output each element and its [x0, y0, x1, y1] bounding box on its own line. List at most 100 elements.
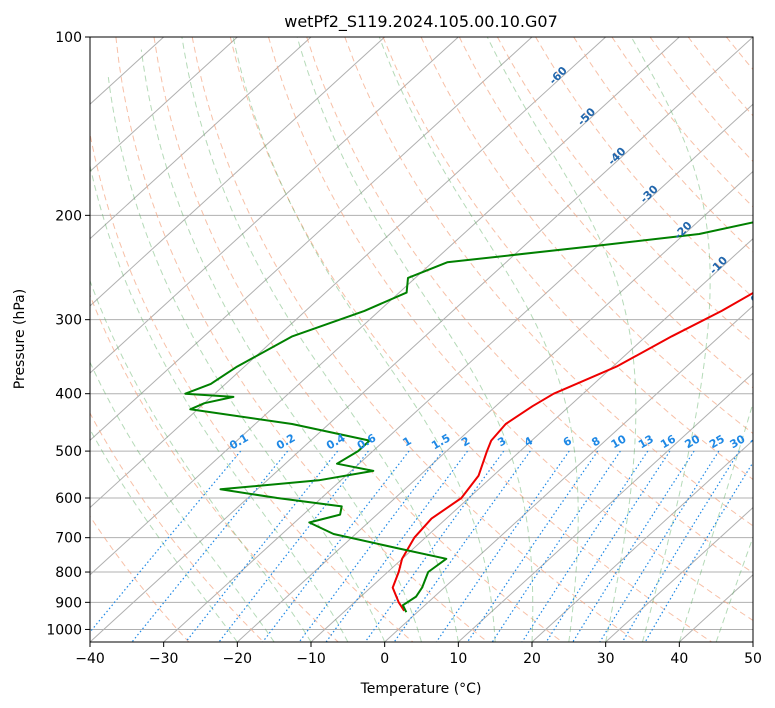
- isotherm-line: [90, 37, 312, 240]
- x-tick-label: 40: [670, 651, 688, 667]
- mixing-ratio-line: [218, 450, 369, 642]
- mixing-ratio-line: [491, 450, 621, 642]
- mixing-ratio-line: [435, 450, 570, 642]
- isotherm-line: [236, 170, 753, 642]
- y-tick-label: 900: [55, 595, 82, 611]
- moist-adiabat-line: [140, 49, 422, 642]
- x-tick-label: 30: [597, 651, 615, 667]
- dry-adiabat-line: [458, 37, 753, 389]
- dry-adiabat-line: [229, 37, 712, 642]
- mixing-ratio-line: [545, 450, 671, 642]
- isotherm-line: [752, 641, 753, 642]
- mixing-ratio-label: 36: [748, 432, 768, 451]
- mixing-ratio-line: [644, 461, 753, 642]
- x-tick-label: 50: [744, 651, 762, 667]
- dry-adiabat-line: [344, 37, 753, 527]
- mixing-ratio-label: 25: [707, 432, 727, 451]
- isotherm-line: [90, 37, 459, 374]
- mixing-ratio-label: 0.2: [274, 431, 297, 452]
- mixing-ratio-line: [621, 450, 740, 642]
- x-tick-label: −20: [223, 651, 253, 667]
- dry-adiabat-line: [268, 37, 753, 622]
- grid-layer: [90, 37, 775, 642]
- dry-adiabat-line: [90, 293, 339, 642]
- moist-adiabat-line: [181, 37, 459, 642]
- isotherm-label: -40: [605, 145, 628, 168]
- isotherm-line: [384, 305, 753, 642]
- dry-adiabat-line: [726, 37, 753, 71]
- dry-adiabat-line: [535, 37, 753, 298]
- dry-adiabat-line: [765, 37, 775, 642]
- isotherm-line: [605, 506, 753, 642]
- moist-adiabat-line: [296, 37, 534, 642]
- isotherm-label: -30: [638, 182, 661, 205]
- y-tick-label: 500: [55, 444, 82, 460]
- y-tick-label: 100: [55, 30, 82, 46]
- y-tick-label: 300: [55, 313, 82, 329]
- dry-adiabat-line: [649, 37, 753, 163]
- dry-adiabat-line: [573, 37, 753, 253]
- axis-layer: −40 −30 −20 −10 0 10 20 30 40 5010020030040050060…: [46, 30, 762, 667]
- mixing-ratio-line: [185, 450, 339, 642]
- x-tick-label: −40: [75, 651, 105, 667]
- moist-adiabat-line: [630, 37, 711, 642]
- y-tick-label: 1000: [46, 622, 82, 638]
- isotherm-line: [90, 37, 680, 576]
- dry-adiabat-line: [420, 37, 753, 435]
- dry-adiabat-line: [90, 412, 264, 642]
- mixing-ratio-line: [298, 450, 444, 642]
- mixing-ratio-line: [521, 450, 649, 642]
- y-axis-label: Pressure (hPa): [12, 289, 28, 389]
- isotherm-line: [457, 372, 753, 642]
- plot-frame: [89, 36, 754, 643]
- dry-adiabat-line: [90, 515, 190, 642]
- isotherm-line: [90, 37, 607, 509]
- isotherm-line: [90, 37, 238, 173]
- dewpoint-profile-line: [184, 221, 753, 613]
- moist-adiabat-line: [90, 163, 349, 642]
- dry-adiabat-line: [115, 37, 488, 642]
- isotherm-line: [90, 37, 753, 642]
- x-tick-label: 0: [380, 651, 389, 667]
- chart-title: wetPf2_S119.2024.105.00.10.G07: [284, 12, 558, 32]
- temperature-profile-line: [391, 291, 753, 612]
- moist-adiabat-line: [715, 535, 753, 642]
- dry-adiabat-line: [611, 37, 753, 208]
- moist-adiabat-line: [678, 401, 753, 642]
- isotherm-label: -50: [575, 105, 598, 128]
- dry-adiabat-line: [191, 37, 638, 642]
- x-tick-label: −10: [296, 651, 326, 667]
- mixing-ratio-line: [393, 450, 531, 642]
- x-tick-label: 10: [449, 651, 467, 667]
- dry-adiabat-line: [687, 37, 753, 117]
- isotherm-line: [310, 237, 753, 642]
- mixing-ratio-line: [466, 450, 599, 642]
- mixing-ratio-line: [325, 450, 468, 642]
- isotherm-line: [90, 37, 533, 442]
- x-tick-label: 20: [523, 651, 541, 667]
- mixing-ratio-label: 16: [658, 432, 678, 451]
- x-axis-label: Temperature (°C): [360, 681, 482, 697]
- y-tick-label: 200: [55, 208, 82, 224]
- y-tick-label: 600: [55, 491, 82, 507]
- x-tick-label: −30: [149, 651, 179, 667]
- y-tick-label: 800: [55, 565, 82, 581]
- isotherm-line: [90, 37, 386, 307]
- isotherm-label: 0: [748, 291, 763, 306]
- mixing-ratio-line: [599, 450, 720, 642]
- moist-adiabat-line: [90, 279, 312, 642]
- isotherm-line: [531, 439, 753, 642]
- moist-adiabat-line: [378, 37, 579, 642]
- isotherm-line: [163, 103, 753, 642]
- dry-adiabat-line: [153, 37, 563, 642]
- moist-adiabat-line: [232, 37, 496, 642]
- dry-adiabat-line: [90, 131, 414, 642]
- mixing-ratio-line: [131, 450, 289, 642]
- mixing-ratio-label: 1: [401, 434, 414, 449]
- isotherm-label: -60: [547, 64, 570, 87]
- moist-adiabat-line: [486, 37, 637, 642]
- moist-adiabat-line: [90, 428, 238, 642]
- mixing-ratio-line: [572, 450, 695, 642]
- y-tick-label: 400: [55, 387, 82, 403]
